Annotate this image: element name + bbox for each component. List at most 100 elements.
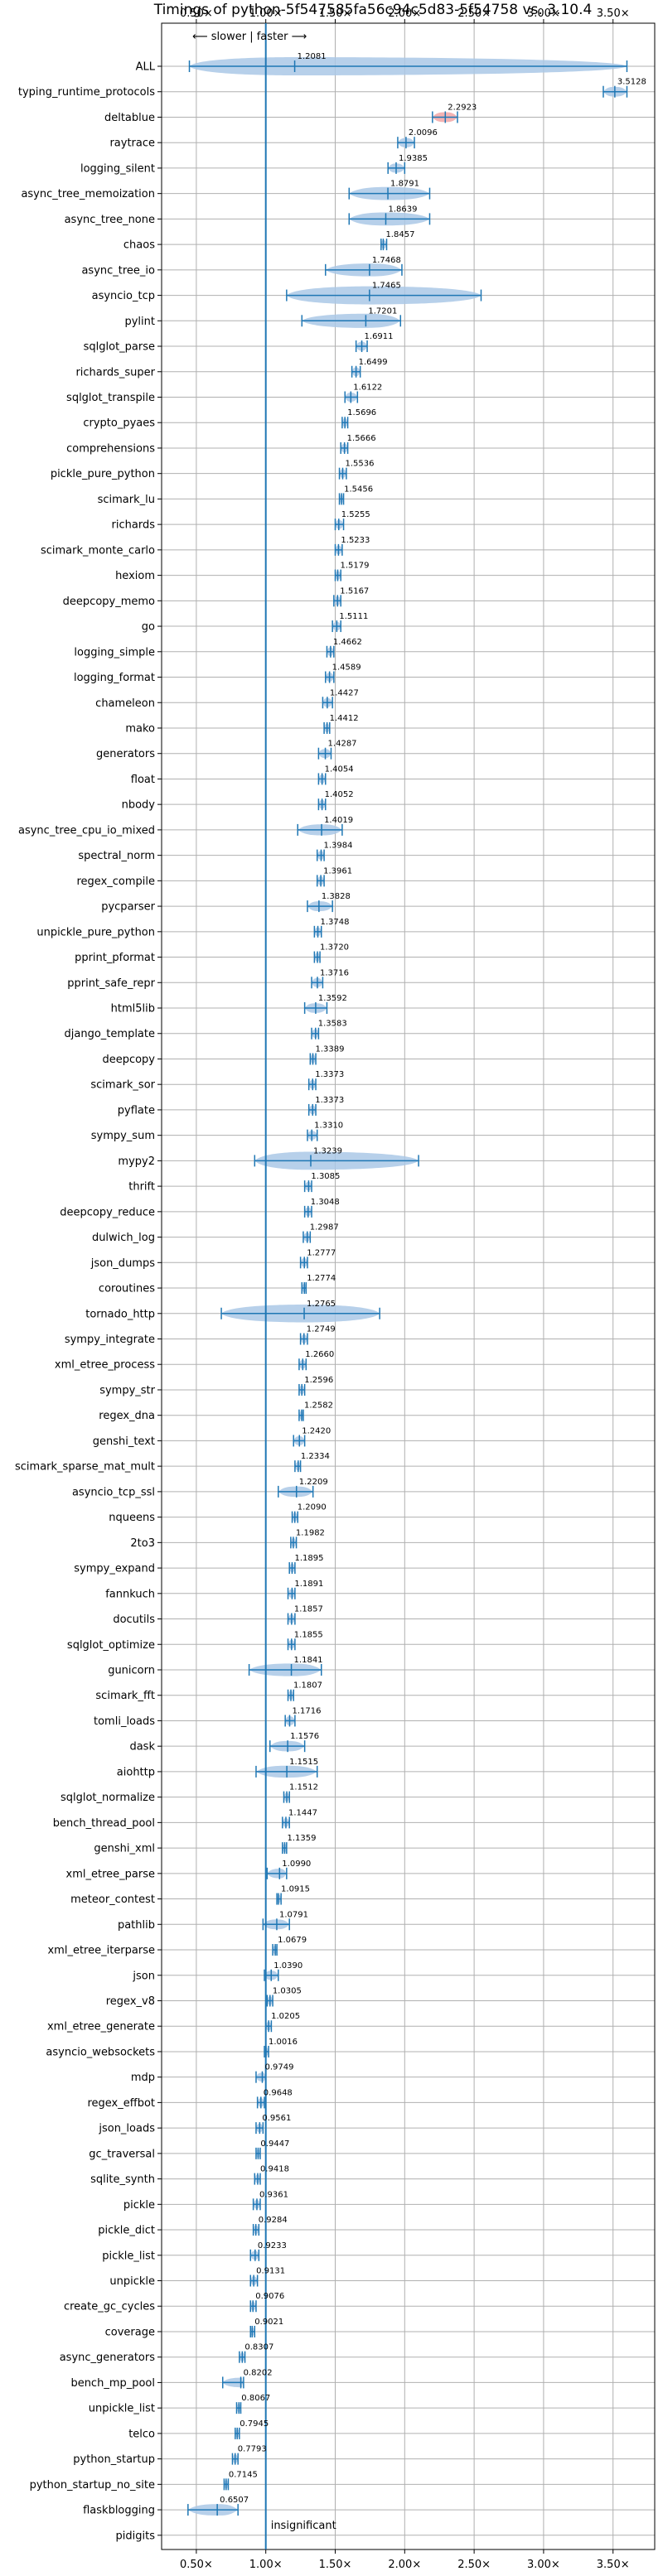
x-tick-label-bottom: 1.00×: [249, 2559, 283, 2571]
value-label: 0.7145: [229, 2470, 258, 2479]
category-label: pathlib: [118, 1919, 155, 1932]
value-label: 1.5666: [347, 434, 376, 443]
value-label: 1.0205: [271, 2012, 300, 2021]
value-label: 1.6911: [365, 332, 394, 341]
value-label: 1.2987: [310, 1223, 339, 1233]
category-label: xml_etree_iterparse: [47, 1945, 155, 1957]
category-label: json_loads: [98, 2123, 155, 2135]
value-label: 1.2660: [305, 1350, 334, 1359]
category-label: float: [131, 774, 155, 786]
value-label: 0.9284: [259, 2216, 288, 2225]
category-label: nbody: [122, 799, 156, 812]
value-label: 1.2090: [298, 1503, 327, 1512]
category-label: create_gc_cycles: [64, 2301, 155, 2313]
insignificant-label: insignificant: [271, 2520, 336, 2532]
value-label: 1.4589: [332, 663, 361, 673]
value-label: 1.3592: [318, 994, 347, 1003]
category-label: json_dumps: [90, 1257, 155, 1270]
category-label: xml_etree_generate: [47, 2021, 155, 2033]
value-label: 1.0990: [282, 1860, 311, 1869]
violin-layer: [187, 57, 628, 2516]
category-label: 2to3: [130, 1537, 155, 1550]
value-label: 1.1982: [296, 1528, 325, 1537]
category-label: flaskblogging: [83, 2505, 155, 2517]
value-label: 1.0305: [273, 1986, 302, 1995]
x-tick-label-bottom: 0.50×: [180, 2559, 213, 2571]
value-label: 1.2765: [307, 1300, 336, 1309]
category-label: tomli_loads: [94, 1715, 155, 1728]
category-label: genshi_text: [93, 1435, 155, 1448]
category-label: scimark_sparse_mat_mult: [15, 1461, 155, 1474]
value-label: 1.5179: [341, 562, 370, 571]
value-label: 0.9447: [260, 2139, 289, 2149]
category-label: html5lib: [111, 1003, 155, 1015]
category-label: mako: [125, 722, 155, 735]
value-label: 1.1447: [288, 1808, 317, 1817]
value-label: 3.5128: [617, 78, 646, 87]
category-label: regex_compile: [76, 876, 155, 888]
label-layer: 1.2081 3.5128 2.2923 2.0096 1.9385 1.8791 1.86…: [220, 52, 646, 2532]
category-label: sqlite_synth: [90, 2173, 155, 2186]
value-label: 1.5167: [340, 586, 369, 596]
value-label: 1.8791: [390, 180, 419, 189]
category-label: pickle_list: [102, 2250, 155, 2262]
value-label: 1.2749: [307, 1325, 336, 1334]
category-label: bench_thread_pool: [53, 1817, 155, 1830]
category-label: raytrace: [109, 137, 155, 150]
value-label: 0.9131: [256, 2267, 285, 2276]
value-label: 1.3716: [320, 968, 349, 977]
value-label: 1.3048: [311, 1198, 340, 1207]
category-label: pprint_pformat: [75, 952, 155, 964]
value-label: 2.2923: [448, 103, 477, 112]
category-label: deepcopy_reduce: [60, 1206, 155, 1218]
category-label: json: [132, 1970, 155, 1982]
category-label: deepcopy: [102, 1054, 155, 1066]
value-label: 1.3239: [313, 1146, 342, 1155]
value-label: 1.1576: [290, 1732, 319, 1741]
chart-title: Timings of python-5f547585fa56c94c5d83-5…: [153, 2, 593, 18]
category-label: pidigits: [116, 2530, 156, 2542]
category-label: meteor_contest: [70, 1893, 155, 1906]
x-tick-label-bottom: 1.50×: [319, 2559, 352, 2571]
category-label: dulwich_log: [92, 1232, 155, 1244]
category-label: deepcopy_memo: [63, 596, 155, 608]
value-label: 0.9233: [258, 2241, 287, 2250]
value-label: 1.2334: [301, 1452, 330, 1461]
category-label: comprehensions: [66, 442, 155, 455]
category-label: asyncio_tcp_ssl: [72, 1486, 155, 1498]
category-label: pickle: [123, 2199, 155, 2212]
value-label: 1.4054: [325, 765, 354, 774]
category-label: async_tree_none: [65, 214, 155, 226]
x-tick-label-bottom: 3.00×: [527, 2559, 560, 2571]
value-label: 1.2774: [307, 1274, 336, 1283]
value-label: 1.3984: [323, 842, 352, 851]
category-label: scimark_sor: [90, 1079, 155, 1092]
category-label: fannkuch: [105, 1588, 155, 1600]
value-label: 0.8202: [244, 2368, 273, 2377]
value-label: 1.7465: [372, 282, 401, 291]
value-label: 1.3583: [318, 1020, 347, 1029]
value-label: 1.1857: [294, 1605, 323, 1614]
value-label: 1.4427: [330, 688, 359, 697]
category-label: sympy_integrate: [65, 1334, 155, 1346]
value-label: 1.3720: [320, 943, 349, 953]
value-label: 1.1855: [294, 1630, 323, 1639]
category-label: regex_v8: [106, 1995, 155, 2008]
x-tick-label-top: 2.00×: [388, 7, 421, 20]
axis-layer: 0.50× 0.50× 1.00× 1.00× 1.50× 1.50× 2.00× 2.00×…: [15, 7, 656, 2571]
category-label: pycparser: [101, 901, 155, 914]
category-label: hexiom: [115, 570, 155, 582]
value-label: 1.9385: [399, 154, 428, 163]
value-label: 1.2582: [304, 1401, 333, 1411]
category-label: regex_dna: [99, 1410, 155, 1422]
value-label: 1.1512: [289, 1783, 318, 1792]
value-label: 1.1841: [294, 1656, 323, 1665]
x-tick-label-bottom: 3.50×: [597, 2559, 630, 2571]
category-label: go: [142, 621, 155, 634]
category-label: sympy_str: [99, 1384, 155, 1397]
value-label: 0.8307: [244, 2343, 273, 2352]
category-label: docutils: [113, 1614, 155, 1626]
value-label: 1.3373: [315, 1070, 344, 1079]
value-label: 2.0096: [409, 128, 438, 137]
category-label: asyncio_tcp: [92, 290, 155, 302]
